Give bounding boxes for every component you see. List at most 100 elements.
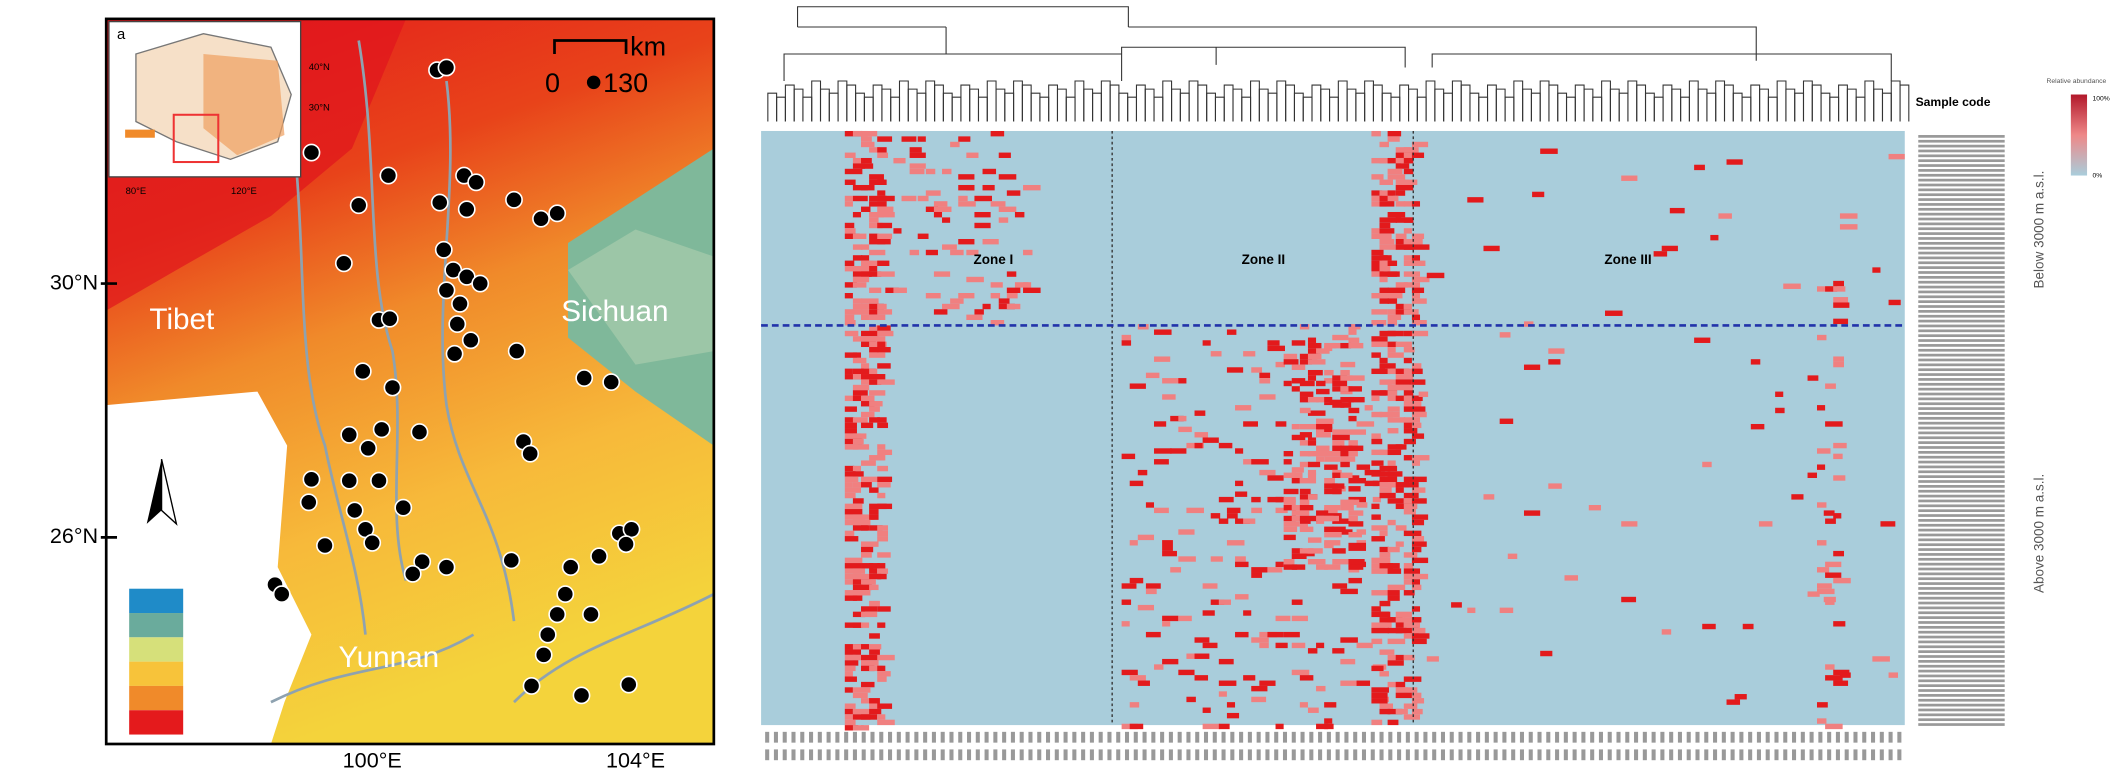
column-label: [1414, 749, 1419, 761]
row-label: [1918, 426, 2005, 430]
column-label: [1116, 749, 1121, 761]
column-label: [1669, 731, 1674, 743]
heatmap-cell: [1275, 496, 1285, 503]
heatmap-cell: [1387, 347, 1396, 353]
heatmap-cell: [1833, 680, 1849, 686]
row-label: [1918, 436, 2005, 440]
column-label: [1897, 731, 1902, 743]
column-label: [1651, 749, 1656, 761]
heatmap-cell: [1872, 267, 1881, 273]
heatmap-cell: [1411, 455, 1430, 461]
heatmap-cell: [1129, 723, 1144, 730]
heatmap-cell: [869, 563, 880, 569]
heatmap-cell: [1379, 530, 1388, 537]
heatmap-cell: [844, 492, 856, 499]
row-label: [1918, 329, 2005, 333]
heatmap-cell: [1348, 559, 1365, 565]
column-label: [1081, 731, 1086, 743]
heatmap-cell: [1839, 224, 1858, 230]
heatmap-cell: [1371, 130, 1381, 137]
heatmap-cell: [877, 444, 886, 450]
dendrogram-branch: [1232, 88, 1243, 122]
heatmap-cell: [852, 255, 863, 261]
heatmap-cell: [861, 141, 875, 148]
sample-site: [370, 471, 388, 490]
column-label: [1634, 731, 1639, 743]
column-label: [1309, 731, 1314, 743]
heatmap-cell: [1371, 514, 1381, 520]
column-label: [765, 731, 770, 743]
heatmap-cell: [1348, 486, 1361, 492]
heatmap-cell: [852, 525, 868, 531]
heatmap-cell: [1387, 584, 1406, 591]
heatmap-cell: [1371, 174, 1384, 180]
heatmap-cell: [1395, 368, 1410, 375]
row-label: [1918, 232, 2005, 235]
dendrogram-branch: [1399, 84, 1410, 122]
heatmap-cell: [1348, 329, 1357, 335]
heatmap-cell: [1379, 379, 1392, 385]
sample-site: [363, 533, 382, 552]
column-label: [1002, 749, 1007, 761]
heatmap-cell: [1023, 282, 1032, 288]
column-label: [852, 731, 857, 743]
heatmap-cell: [1291, 564, 1306, 570]
heatmap-cell: [861, 260, 874, 267]
heatmap-cell: [1267, 475, 1284, 481]
column-label: [1361, 749, 1367, 761]
dendrogram-branch: [1171, 88, 1181, 122]
heatmap-cell: [861, 368, 876, 375]
heatmap-cell: [1332, 583, 1348, 589]
row-labels: [1918, 135, 2005, 726]
scale-unit: km: [630, 32, 666, 62]
heatmap-cell: [998, 217, 1009, 223]
row-label: [1918, 450, 2005, 454]
heatmap-cell: [844, 676, 857, 682]
heatmap-cell: [1387, 320, 1398, 326]
column-label: [1151, 749, 1156, 761]
heatmap-cell: [852, 692, 868, 699]
heatmap-cell: [1880, 521, 1896, 527]
column-label: [1616, 731, 1621, 743]
heatmap-cell: [1403, 438, 1416, 445]
heatmap-cell: [1395, 487, 1404, 493]
heatmap-cell: [869, 698, 880, 704]
heatmap-cell: [1605, 310, 1623, 316]
column-label: [817, 749, 822, 761]
heatmap-cell: [1403, 622, 1421, 628]
heatmap-cell: [1299, 391, 1314, 397]
dendrogram-branch: [784, 84, 795, 122]
column-label: [1291, 749, 1296, 761]
heatmap-cell: [877, 530, 889, 537]
dendrogram-branch: [1513, 80, 1524, 122]
column-label: [1862, 749, 1867, 761]
heatmap-cell: [958, 174, 975, 180]
heatmap-cell: [1379, 195, 1394, 202]
heatmap-cell: [1178, 415, 1187, 422]
column-label: [1634, 749, 1639, 761]
heatmap-cell: [1387, 287, 1406, 294]
heatmap-cell: [1324, 504, 1341, 511]
dendrogram-branch: [1214, 96, 1225, 122]
heatmap-cell: [1807, 375, 1819, 381]
heatmap-cell: [1395, 692, 1412, 699]
heatmap-cell: [1259, 469, 1276, 476]
heatmap-cell: [1833, 442, 1847, 449]
row-label: [1918, 679, 2005, 683]
heatmap-cell: [1669, 207, 1685, 214]
lon-label: 104°E: [606, 747, 665, 771]
heatmap-cell: [1194, 432, 1209, 438]
heatmap-cell: [1129, 540, 1138, 546]
heatmap-cell: [958, 293, 975, 299]
heatmap-cell: [861, 622, 870, 628]
dendrogram-branch: [1030, 92, 1041, 122]
heatmap-cell: [1316, 456, 1325, 462]
dendrogram-branch: [995, 88, 1006, 122]
heatmap-cell: [1371, 336, 1388, 342]
column-label: [1291, 731, 1296, 743]
inset-box: [172, 113, 220, 164]
heatmap-cell: [1332, 334, 1349, 341]
heatmap-cell: [1299, 477, 1317, 484]
heatmap-cell: [933, 211, 943, 218]
heatmap-cell: [1145, 583, 1161, 589]
